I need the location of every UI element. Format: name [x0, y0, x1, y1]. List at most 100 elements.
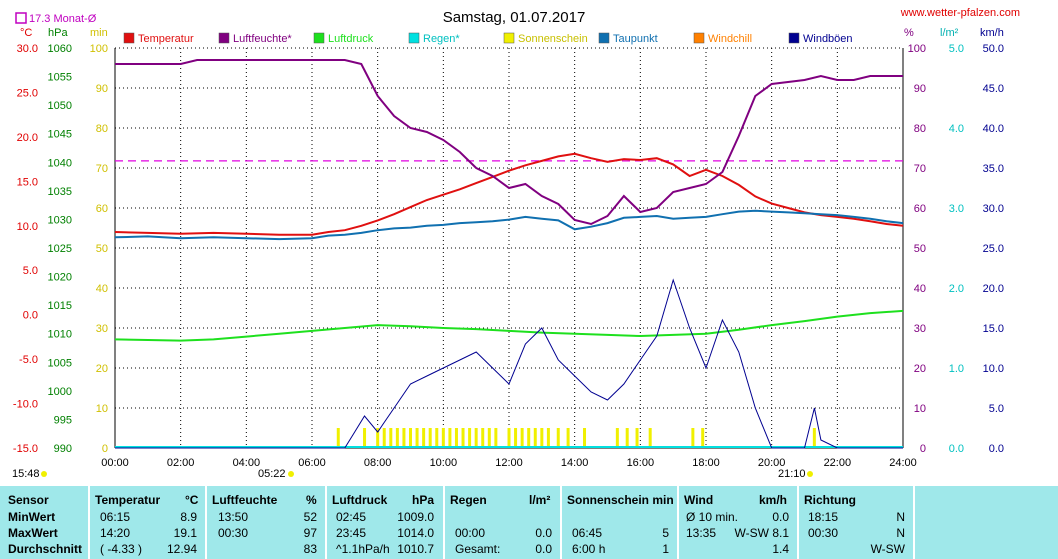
press-value: 1010.7: [397, 542, 434, 556]
header-humidity: Luftfeuchte: [212, 493, 278, 507]
sunshine-bar: [415, 428, 419, 448]
humidity-tick-label: 100: [908, 43, 926, 55]
gust-line: [115, 278, 903, 449]
x-tick-label: 00:00: [101, 457, 129, 469]
pressure-tick-label: 1040: [48, 157, 72, 169]
press-time: 02:45: [336, 510, 367, 524]
humidity-tick-label: 60: [914, 203, 926, 215]
wind-tick-label: 20.0: [983, 283, 1004, 295]
header-hum-unit: %: [306, 493, 317, 507]
minutes-tick-label: 90: [96, 83, 108, 95]
sunshine-bar: [389, 428, 393, 448]
sunshine-bar: [533, 428, 537, 448]
humidity-tick-label: 30: [914, 323, 926, 335]
rain-tick-label: 1.0: [949, 363, 964, 375]
minutes-tick-label: 100: [90, 43, 108, 55]
minutes-tick-label: 30: [96, 323, 108, 335]
header-temp-unit: °C: [185, 493, 199, 507]
legend-swatch: [218, 32, 230, 44]
month-avg-label: 17.3 Monat-Ø: [29, 13, 97, 25]
sunshine-bar: [615, 428, 619, 448]
sunshine-bar: [648, 428, 652, 448]
x-tick-label: 14:00: [561, 457, 589, 469]
temperature-line: [114, 152, 904, 236]
pressure-tick-label: 1045: [48, 129, 72, 141]
sunshine-bar: [556, 428, 560, 448]
rain-tick-label: 4.0: [949, 123, 964, 135]
pressure-tick-label: 1015: [48, 300, 72, 312]
x-tick-label: 06:00: [298, 457, 326, 469]
temp-tick-label: -5.0: [19, 354, 38, 366]
legend-label: Windchill: [708, 33, 752, 45]
wind-tick-label: 5.0: [989, 403, 1004, 415]
humidity-tick-label: 70: [914, 163, 926, 175]
summary-table: Sensor Temperatur °C Luftfeuchte % Luftd…: [0, 486, 1058, 559]
sun-time: 06:45: [572, 526, 603, 540]
humidity-line: [115, 59, 903, 226]
legend-swatch: [598, 32, 610, 44]
pressure-tick-label: 1025: [48, 243, 72, 255]
website-label: www.wetter-pfalzen.com: [900, 7, 1020, 19]
rain-value: 0.0: [535, 542, 552, 556]
header-pressure: Luftdruck: [332, 493, 388, 507]
sun-value: 1: [662, 542, 669, 556]
pressure-tick-label: 1030: [48, 214, 72, 226]
sunshine-bar: [468, 428, 472, 448]
sunshine-bar: [583, 428, 587, 448]
sunshine-bar: [435, 428, 439, 448]
legend-swatch: [693, 32, 705, 44]
sun-value: 5: [662, 526, 669, 540]
temp-time: 14:20: [100, 526, 131, 540]
weather-chart: Samstag, 01.07.2017 www.wetter-pfalzen.c…: [12, 7, 1020, 480]
sunshine-bar: [461, 428, 465, 448]
sunshine-bar: [454, 428, 458, 448]
x-tick-label: 04:00: [233, 457, 261, 469]
temp-tick-label: 20.0: [17, 132, 38, 144]
sunshine-bar: [441, 428, 445, 448]
sunshine-bar: [625, 428, 629, 448]
wind-tick-label: 10.0: [983, 363, 1004, 375]
dir-time: 00:30: [808, 526, 839, 540]
sunshine-bar: [701, 428, 705, 448]
wind-time: 13:35: [686, 526, 717, 540]
minutes-tick-label: 60: [96, 203, 108, 215]
humidity-tick-label: 90: [914, 83, 926, 95]
hum-value: 83: [303, 542, 317, 556]
pressure-tick-label: 1055: [48, 72, 72, 84]
sunshine-bar: [402, 428, 406, 448]
dir-value: N: [896, 526, 905, 540]
rain-tick-label: 5.0: [949, 43, 964, 55]
legend-label: Regen*: [423, 33, 460, 45]
header-direction: Richtung: [804, 493, 856, 507]
unit-temp: °C: [20, 27, 32, 39]
pressure-line: [114, 309, 904, 342]
minutes-tick-label: 10: [96, 403, 108, 415]
wind-value: 1.4: [772, 542, 789, 556]
unit-pressure: hPa: [48, 27, 68, 39]
temp-tick-label: -15.0: [13, 443, 38, 455]
pressure-tick-label: 1005: [48, 357, 72, 369]
row-label: Durchschnitt: [8, 542, 83, 556]
press-value: 1014.0: [397, 526, 434, 540]
sunshine-bar: [514, 428, 518, 448]
header-sensor: Sensor: [8, 493, 49, 507]
temp-tick-label: 0.0: [23, 310, 38, 322]
sunshine-bar: [363, 428, 367, 448]
sunshine-bar: [428, 428, 432, 448]
axes: 00:00 02:00 04:00 06:00 08:00 10:00 12:00 14:00…: [13, 43, 1004, 469]
pressure-tick-label: 1010: [48, 329, 72, 341]
wind-time: Ø 10 min.: [686, 510, 739, 524]
chart-title: Samstag, 01.07.2017: [443, 9, 586, 26]
sunshine-bar: [566, 428, 570, 448]
hum-value: 52: [303, 510, 317, 524]
legend-label: Luftdruck: [328, 33, 374, 45]
press-time: 23:45: [336, 526, 367, 540]
wind-value: W-SW 8.1: [734, 526, 789, 540]
humidity-tick-label: 0: [920, 443, 926, 455]
minutes-tick-label: 80: [96, 123, 108, 135]
temp-tick-label: 5.0: [23, 265, 38, 277]
header-temperature: Temperatur: [95, 493, 161, 507]
sunrise-marker-icon: [288, 471, 294, 477]
row-label: MinWert: [8, 510, 56, 524]
sunshine-bar: [382, 428, 386, 448]
